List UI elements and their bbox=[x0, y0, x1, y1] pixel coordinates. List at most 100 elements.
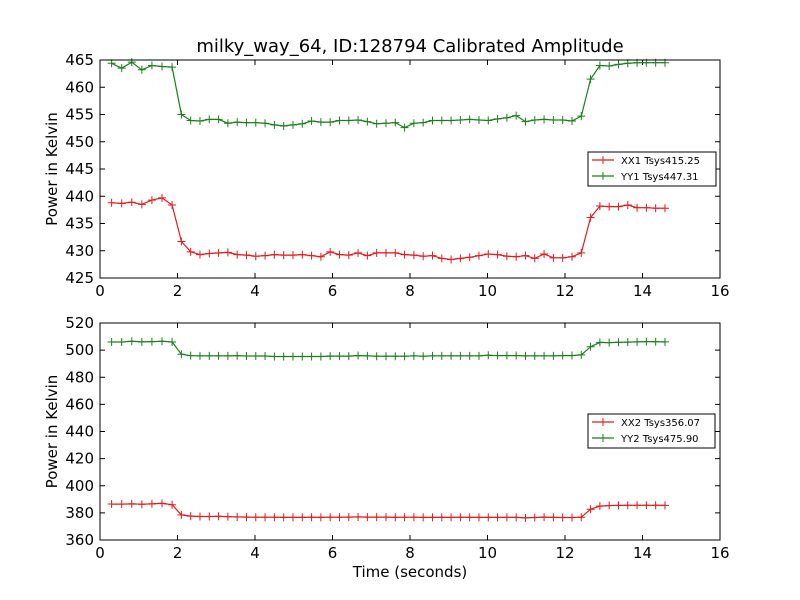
data-point bbox=[107, 337, 116, 346]
data-point bbox=[595, 202, 604, 211]
data-point bbox=[419, 118, 428, 127]
data-point bbox=[168, 63, 177, 72]
data-point bbox=[223, 512, 232, 521]
data-point bbox=[623, 501, 632, 510]
data-point bbox=[242, 351, 251, 360]
data-point bbox=[372, 513, 381, 522]
data-point bbox=[512, 111, 521, 120]
y-tick-label: 360 bbox=[65, 531, 94, 549]
data-point bbox=[400, 250, 409, 259]
data-point bbox=[107, 59, 116, 68]
x-tick-label: 8 bbox=[405, 282, 415, 300]
y-tick-label: 460 bbox=[65, 78, 94, 96]
data-point bbox=[409, 251, 418, 260]
x-tick-label: 4 bbox=[250, 544, 260, 562]
data-point bbox=[530, 513, 539, 522]
data-point bbox=[251, 252, 260, 261]
x-tick-label: 6 bbox=[328, 282, 338, 300]
x-tick-label: 16 bbox=[710, 544, 729, 562]
data-point bbox=[363, 117, 372, 126]
data-point bbox=[186, 247, 195, 256]
data-point bbox=[605, 202, 614, 211]
y-tick-label: 380 bbox=[65, 504, 94, 522]
x-tick-label: 16 bbox=[710, 282, 729, 300]
data-point bbox=[168, 200, 177, 209]
y-axis-label: Power in Kelvin bbox=[43, 112, 61, 226]
data-point bbox=[158, 499, 166, 508]
data-point bbox=[400, 123, 409, 132]
data-point bbox=[205, 512, 214, 521]
data-point bbox=[381, 248, 390, 257]
data-point bbox=[372, 352, 381, 361]
data-point bbox=[335, 352, 344, 361]
data-point bbox=[549, 253, 558, 262]
data-point bbox=[335, 250, 344, 259]
data-point bbox=[400, 513, 409, 522]
y-tick-label: 520 bbox=[65, 314, 94, 332]
data-point bbox=[279, 352, 288, 361]
data-point bbox=[512, 513, 521, 522]
data-point bbox=[456, 115, 465, 124]
data-point bbox=[549, 351, 558, 360]
legend-marker bbox=[599, 434, 607, 442]
series-1-group bbox=[107, 499, 669, 522]
data-point bbox=[147, 499, 156, 508]
x-tick-label: 8 bbox=[405, 544, 415, 562]
data-point bbox=[195, 250, 204, 259]
data-point bbox=[137, 337, 146, 346]
data-point bbox=[474, 251, 483, 260]
data-point bbox=[419, 352, 428, 361]
data-point bbox=[605, 61, 614, 70]
data-point bbox=[205, 351, 214, 360]
data-point bbox=[456, 513, 465, 522]
data-point bbox=[147, 337, 156, 346]
data-point bbox=[270, 352, 279, 361]
data-point bbox=[586, 342, 595, 351]
data-point bbox=[558, 253, 567, 262]
y-tick-label: 440 bbox=[65, 423, 94, 441]
x-tick-label: 4 bbox=[250, 282, 260, 300]
data-point bbox=[633, 337, 642, 346]
data-point bbox=[127, 499, 136, 508]
data-point bbox=[595, 338, 604, 347]
data-point bbox=[428, 351, 437, 360]
data-point bbox=[288, 513, 297, 522]
data-point bbox=[419, 513, 428, 522]
legend: XX1 Tsys415.25 YY1 Tsys447.31 bbox=[587, 151, 717, 187]
data-point bbox=[493, 114, 502, 123]
data-point bbox=[447, 351, 456, 360]
data-point bbox=[279, 121, 288, 130]
legend-marker bbox=[599, 418, 607, 426]
data-point bbox=[409, 513, 418, 522]
data-point bbox=[127, 337, 136, 346]
data-point bbox=[242, 513, 251, 522]
data-point bbox=[107, 500, 116, 509]
data-point bbox=[512, 351, 521, 360]
data-point bbox=[363, 513, 372, 522]
legend-marker bbox=[599, 156, 607, 164]
data-point bbox=[437, 513, 446, 522]
data-point bbox=[521, 251, 530, 260]
data-point bbox=[307, 352, 316, 361]
data-point bbox=[307, 513, 316, 522]
data-point bbox=[512, 252, 521, 261]
series-line bbox=[111, 61, 665, 129]
data-point bbox=[270, 120, 279, 129]
data-point bbox=[521, 351, 530, 360]
x-tick-label: 6 bbox=[328, 544, 338, 562]
data-point bbox=[177, 350, 186, 359]
data-point bbox=[298, 513, 307, 522]
data-point bbox=[242, 251, 251, 260]
data-point bbox=[605, 338, 614, 347]
data-point bbox=[214, 248, 223, 257]
data-point bbox=[326, 352, 335, 361]
data-point bbox=[242, 118, 251, 127]
data-point bbox=[326, 118, 335, 127]
x-tick-label: 0 bbox=[95, 544, 105, 562]
data-point bbox=[233, 250, 242, 259]
data-point bbox=[474, 115, 483, 124]
data-point bbox=[642, 337, 651, 346]
data-point bbox=[177, 510, 186, 519]
chart-panel-1: 0 2 4 6 8 10 12 14 16 425 430 435 440 445 450 455 460 465… bbox=[43, 51, 730, 300]
data-point bbox=[372, 119, 381, 128]
